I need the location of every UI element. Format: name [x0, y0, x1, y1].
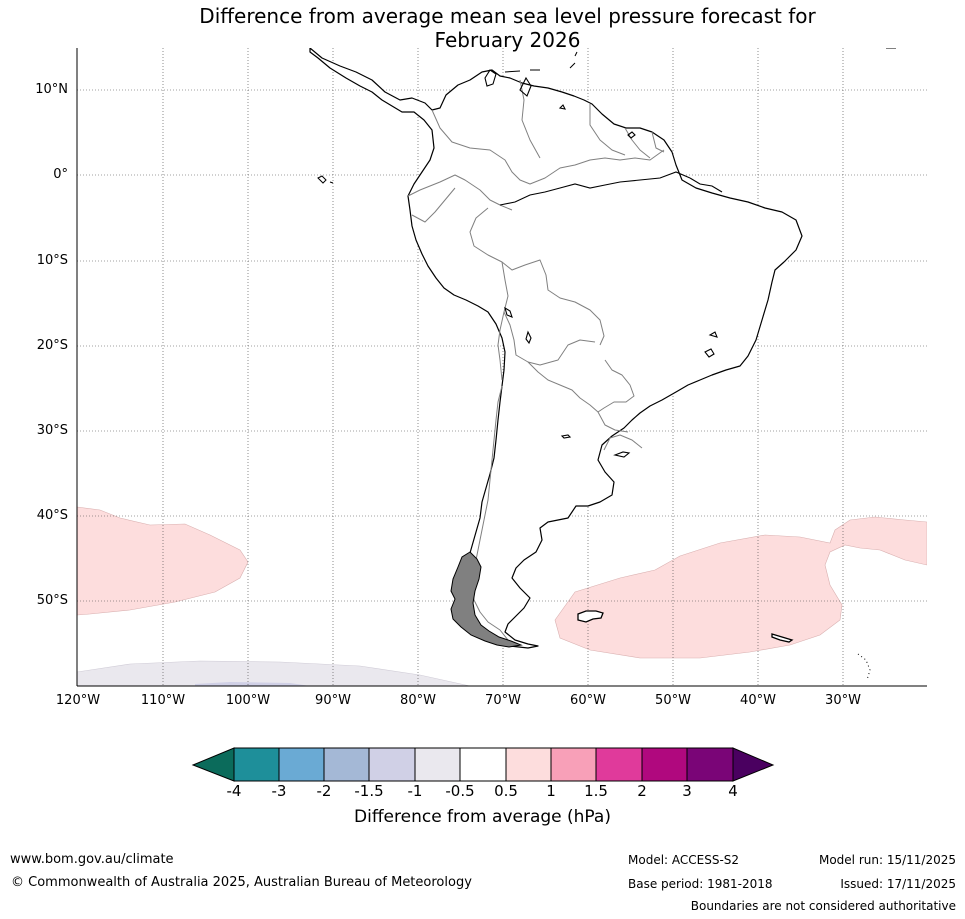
- colorbar-bin: [233, 747, 280, 782]
- lon-label-60w: 60°W: [570, 693, 606, 708]
- lon-label-40w: 40°W: [740, 693, 776, 708]
- lat-label-40s: 40°S: [36, 508, 68, 523]
- title-line-2: February 2026: [434, 28, 581, 52]
- colorbar-tick: 3: [682, 782, 692, 800]
- caribbean-islands: [504, 48, 896, 73]
- lat-label-50s: 50°S: [36, 593, 68, 608]
- colorbar-tick: -1: [407, 782, 423, 800]
- colorbar-bin: [641, 747, 688, 782]
- colorbar-label: Difference from average (hPa): [354, 807, 611, 827]
- lat-label-10n: 10°N: [35, 82, 68, 97]
- colorbar-tick: -3: [271, 782, 287, 800]
- base-period: Base period: 1981-2018: [628, 877, 773, 891]
- lon-label-110w: 110°W: [140, 693, 186, 708]
- colorbar-bin: [368, 747, 416, 782]
- model-run-date: Model run: 15/11/2025: [818, 853, 956, 867]
- colorbar-bin: [550, 747, 597, 782]
- colorbar-bin: [505, 747, 552, 782]
- lon-label-30w: 30°W: [825, 693, 861, 708]
- colorbar: [191, 747, 775, 782]
- falkland-islands: [577, 610, 604, 623]
- weak-negative-anomaly-patch: [195, 682, 310, 686]
- inland-water: [484, 69, 723, 458]
- colorbar-over-arrow: [732, 747, 775, 782]
- country-borders: [407, 79, 665, 641]
- colorbar-tick: 4: [728, 782, 738, 800]
- colorbar-bin: [595, 747, 643, 782]
- boundaries-disclaimer: Boundaries are not considered authoritat…: [690, 899, 956, 913]
- south-georgia: [771, 633, 794, 643]
- colorbar-tick: -0.5: [445, 782, 475, 800]
- copyright-text: © Commonwealth of Australia 2025, Austra…: [11, 875, 472, 890]
- lat-label-0: 0°: [53, 167, 68, 182]
- galapagos-islands: [317, 175, 334, 184]
- colorbar-bin: [323, 747, 370, 782]
- colorbar-under-arrow: [191, 747, 235, 782]
- south-america-coastline: [309, 48, 803, 649]
- lat-label-20s: 20°S: [36, 338, 68, 353]
- colorbar-bin: [459, 747, 507, 782]
- colorbar-tick: 1.5: [584, 782, 608, 800]
- lat-label-30s: 30°S: [36, 423, 68, 438]
- issued-date: Issued: 17/11/2025: [840, 877, 956, 891]
- lon-label-120w: 120°W: [55, 693, 101, 708]
- south-sandwich-islands: [857, 653, 871, 681]
- lat-label-10s: 10°S: [36, 253, 68, 268]
- negative-anomaly-area-southern-ocean: [77, 660, 471, 686]
- colorbar-tick: -2: [316, 782, 332, 800]
- lon-label-70w: 70°W: [485, 693, 521, 708]
- colorbar-tick: 1: [546, 782, 556, 800]
- lon-label-90w: 90°W: [315, 693, 351, 708]
- positive-anomaly-area-south-atlantic: [554, 516, 927, 659]
- colorbar-bin: [686, 747, 734, 782]
- colorbar-tick: 2: [637, 782, 647, 800]
- map-title: Difference from average mean sea level p…: [120, 4, 895, 52]
- title-line-1: Difference from average mean sea level p…: [199, 4, 816, 28]
- colorbar-tick: -1.5: [354, 782, 384, 800]
- model-name: Model: ACCESS-S2: [628, 853, 740, 867]
- lon-label-50w: 50°W: [655, 693, 691, 708]
- colorbar-bin: [414, 747, 461, 782]
- website-link[interactable]: www.bom.gov.au/climate: [10, 852, 174, 867]
- colorbar-tick: -4: [226, 782, 242, 800]
- chilean-fjords: [450, 551, 523, 648]
- colorbar-tick: 0.5: [494, 782, 518, 800]
- positive-anomaly-area-southeast-pacific: [77, 506, 249, 616]
- lon-label-80w: 80°W: [400, 693, 436, 708]
- colorbar-bin: [278, 747, 325, 782]
- lon-label-100w: 100°W: [225, 693, 271, 708]
